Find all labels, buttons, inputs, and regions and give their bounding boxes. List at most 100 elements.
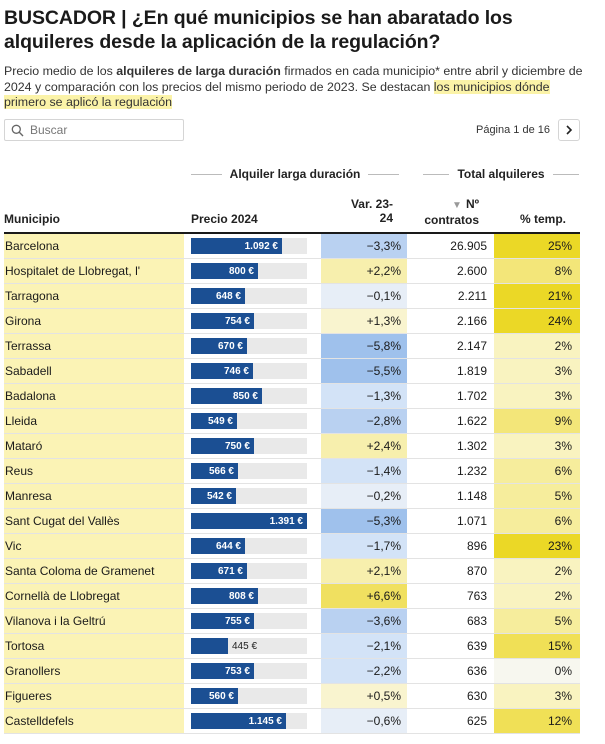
price-label: 753 € xyxy=(224,665,250,677)
cell-precio: 549 € xyxy=(191,409,307,433)
header-rule xyxy=(4,232,580,234)
cell-municipio: Tortosa xyxy=(4,634,184,658)
subtitle-bold: alquileres de larga duración xyxy=(116,64,281,78)
table-row: Figueres 560 € +0,5% 630 3% xyxy=(4,684,580,709)
column-header-var-line1: Var. 23- xyxy=(350,197,393,211)
column-header-contratos-line2: contratos xyxy=(424,213,479,227)
price-label: 754 € xyxy=(224,315,250,327)
cell-precio: 1.391 € xyxy=(191,509,307,533)
table-row: Hospitalet de Llobregat, l' 800 € +2,2% … xyxy=(4,259,580,284)
search-icon xyxy=(11,124,24,136)
price-label: 800 € xyxy=(228,265,254,277)
price-bar xyxy=(191,638,228,654)
cell-var: −5,5% xyxy=(321,359,407,383)
cell-municipio: Vilanova i la Geltrú xyxy=(4,609,184,633)
table-row: Terrassa 670 € −5,8% 2.147 2% xyxy=(4,334,580,359)
group-header-long-term: Alquiler larga duración xyxy=(191,166,400,182)
cell-temp: 2% xyxy=(494,334,580,358)
cell-temp: 2% xyxy=(494,584,580,608)
cell-municipio: Hospitalet de Llobregat, l' xyxy=(4,259,184,283)
search-box[interactable] xyxy=(4,119,184,141)
price-label: 566 € xyxy=(208,465,234,477)
price-label: 755 € xyxy=(224,615,250,627)
cell-var: −1,7% xyxy=(321,534,407,558)
column-header-temp[interactable]: % temp. xyxy=(519,212,566,226)
cell-contratos: 639 xyxy=(466,639,487,653)
cell-var: −0,6% xyxy=(321,709,407,733)
subtitle-part2: firmados en cada municipio* entre abril … xyxy=(4,64,583,94)
cell-precio: 754 € xyxy=(191,309,307,333)
search-input[interactable] xyxy=(30,123,170,137)
table-row: Santa Coloma de Gramenet 671 € +2,1% 870… xyxy=(4,559,580,584)
group-label-long-term: Alquiler larga duración xyxy=(229,167,361,181)
price-label: 549 € xyxy=(207,415,233,427)
cell-precio: 671 € xyxy=(191,559,307,583)
cell-municipio: Manresa xyxy=(4,484,184,508)
cell-var: +6,6% xyxy=(321,584,407,608)
column-header-var[interactable]: Var. 23- 24 xyxy=(321,197,393,225)
cell-precio: 808 € xyxy=(191,584,307,608)
cell-municipio: Badalona xyxy=(4,384,184,408)
cell-var: −0,1% xyxy=(321,284,407,308)
next-page-button[interactable] xyxy=(558,119,580,141)
price-label: 808 € xyxy=(228,590,254,602)
cell-municipio: Castelldefels xyxy=(4,709,184,733)
group-rule-left xyxy=(191,173,222,175)
cell-temp: 12% xyxy=(494,709,580,733)
cell-var: −2,2% xyxy=(321,659,407,683)
table-row: Lleida 549 € −2,8% 1.622 9% xyxy=(4,409,580,434)
cell-contratos: 2.600 xyxy=(456,264,487,278)
cell-precio: 755 € xyxy=(191,609,307,633)
cell-municipio: Girona xyxy=(4,309,184,333)
group-rule-right xyxy=(552,173,580,175)
cell-precio: 800 € xyxy=(191,259,307,283)
price-label: 750 € xyxy=(224,440,250,452)
price-label: 850 € xyxy=(232,390,258,402)
table-row: Tarragona 648 € −0,1% 2.211 21% xyxy=(4,284,580,309)
cell-temp: 9% xyxy=(494,409,580,433)
cell-var: +1,3% xyxy=(321,309,407,333)
cell-contratos: 2.147 xyxy=(456,339,487,353)
price-bar: 648 € xyxy=(191,288,245,304)
cell-precio: 542 € xyxy=(191,484,307,508)
cell-temp: 6% xyxy=(494,459,580,483)
table-row: Mataró 750 € +2,4% 1.302 3% xyxy=(4,434,580,459)
table-row: Sant Cugat del Vallès 1.391 € −5,3% 1.07… xyxy=(4,509,580,534)
cell-temp: 6% xyxy=(494,509,580,533)
price-label: 644 € xyxy=(215,540,241,552)
cell-municipio: Granollers xyxy=(4,659,184,683)
table-row: Castelldefels 1.145 € −0,6% 625 12% xyxy=(4,709,580,734)
cell-precio: 753 € xyxy=(191,659,307,683)
column-header-contratos-line1: Nº xyxy=(465,197,479,211)
cell-precio: 648 € xyxy=(191,284,307,308)
cell-precio: 566 € xyxy=(191,459,307,483)
price-label: 670 € xyxy=(217,340,243,352)
table-row: Vilanova i la Geltrú 755 € −3,6% 683 5% xyxy=(4,609,580,634)
table-row: Manresa 542 € −0,2% 1.148 5% xyxy=(4,484,580,509)
cell-precio: 560 € xyxy=(191,684,307,708)
cell-precio: 445 € xyxy=(191,634,307,658)
column-header-precio[interactable]: Precio 2024 xyxy=(191,212,258,226)
column-header-contratos[interactable]: ▼ Nº contratos xyxy=(407,197,479,227)
cell-temp: 5% xyxy=(494,484,580,508)
cell-var: +2,4% xyxy=(321,434,407,458)
price-bar: 753 € xyxy=(191,663,254,679)
price-bar: 671 € xyxy=(191,563,247,579)
pagination: Página 1 de 16 xyxy=(476,119,580,141)
price-bar: 750 € xyxy=(191,438,254,454)
price-label: 671 € xyxy=(217,565,243,577)
column-header-municipio[interactable]: Municipio xyxy=(4,212,60,226)
cell-contratos: 763 xyxy=(466,589,487,603)
cell-contratos: 1.071 xyxy=(456,514,487,528)
price-bar: 850 € xyxy=(191,388,262,404)
page-indicator: Página 1 de 16 xyxy=(475,124,550,136)
group-rule-left xyxy=(423,173,450,175)
price-label: 746 € xyxy=(223,365,249,377)
cell-contratos: 1.622 xyxy=(456,414,487,428)
cell-precio: 1.145 € xyxy=(191,709,307,733)
cell-municipio: Figueres xyxy=(4,684,184,708)
cell-municipio: Mataró xyxy=(4,434,184,458)
cell-contratos: 1.302 xyxy=(456,439,487,453)
cell-contratos: 1.702 xyxy=(456,389,487,403)
price-bar: 1.092 € xyxy=(191,238,282,254)
